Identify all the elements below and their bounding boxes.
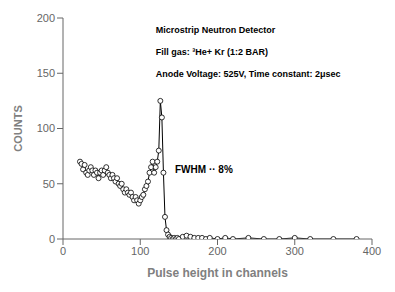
- svg-text:0: 0: [60, 245, 66, 257]
- svg-text:200: 200: [37, 12, 55, 24]
- html-text:Anode Voltage: 525V, Time cons: Anode Voltage: 525V, Time constant: 2μse…: [155, 68, 341, 79]
- svg-text:300: 300: [286, 245, 304, 257]
- html-text:Fill gas: ³He+ Kr (1:2 BAR): Fill gas: ³He+ Kr (1:2 BAR): [155, 46, 268, 57]
- svg-text:0: 0: [49, 233, 55, 245]
- html-text:FWHM ·· 8%: FWHM ·· 8%: [175, 164, 233, 176]
- svg-text:Pulse height in channels: Pulse height in channels: [147, 266, 288, 280]
- svg-text:100: 100: [37, 122, 55, 134]
- svg-text:50: 50: [43, 178, 55, 190]
- svg-text:COUNTS: COUNTS: [12, 105, 24, 151]
- svg-text:100: 100: [131, 245, 149, 257]
- svg-text:400: 400: [363, 245, 381, 257]
- svg-text:150: 150: [37, 67, 55, 79]
- svg-text:200: 200: [208, 245, 226, 257]
- html-text:Microstrip Neutron Detector: Microstrip Neutron Detector: [155, 24, 276, 35]
